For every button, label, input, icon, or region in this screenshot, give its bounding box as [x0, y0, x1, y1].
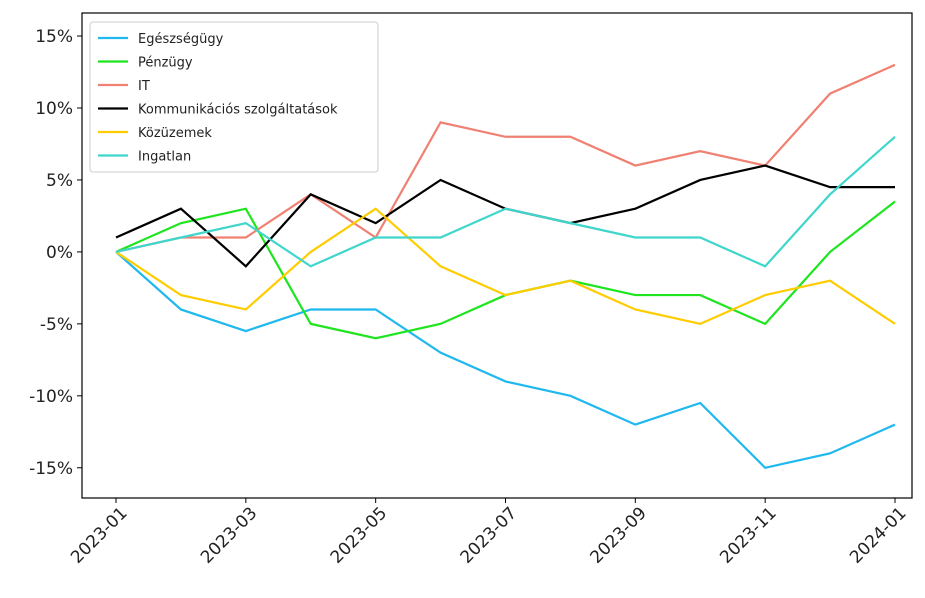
x-tick-label: 2023-03: [197, 503, 261, 567]
series-line: [115, 200, 896, 340]
legend-label: Kommunikációs szolgáltatások: [138, 103, 338, 118]
y-tick-label: -5%: [40, 315, 73, 335]
legend-label: Közüzemek: [138, 126, 212, 141]
y-tick-label: -15%: [29, 459, 73, 479]
x-tick-label: 2023-11: [716, 503, 780, 567]
y-tick-label: -10%: [29, 387, 73, 407]
x-tick-label: 2023-09: [587, 503, 651, 567]
legend-label: Ingatlan: [138, 150, 191, 165]
legend-label: Egészségügy: [138, 32, 224, 47]
y-tick-label: 0%: [46, 243, 73, 263]
y-tick-label: 15%: [35, 27, 73, 47]
legend-box: [89, 21, 379, 173]
y-tick-label: 5%: [46, 171, 73, 191]
plot-frame: [81, 12, 913, 499]
x-tick-label: 2023-07: [457, 503, 521, 567]
series-line: [115, 207, 896, 326]
series-line: [115, 135, 896, 268]
x-tick-label: 2024-01: [846, 503, 910, 567]
x-tick-label: 2023-05: [327, 503, 391, 567]
legend-label: IT: [138, 79, 150, 94]
legend-label: Pénzügy: [138, 56, 193, 71]
x-tick-label: 2023-01: [67, 503, 131, 567]
y-tick-label: 10%: [35, 99, 73, 119]
series-line: [115, 251, 896, 469]
